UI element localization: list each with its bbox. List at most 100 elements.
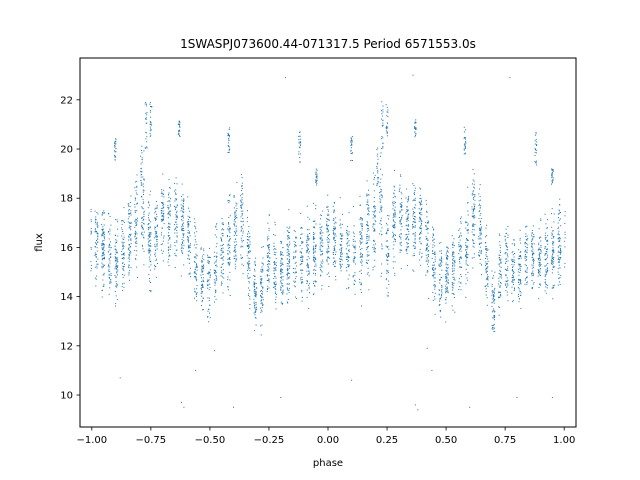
data-point <box>452 270 454 272</box>
data-point <box>558 240 560 242</box>
data-point <box>301 263 303 264</box>
data-point <box>393 192 395 194</box>
data-point <box>327 241 329 243</box>
data-point <box>122 262 124 264</box>
data-point <box>253 290 255 292</box>
data-point <box>467 230 469 232</box>
data-point <box>464 146 466 148</box>
data-point <box>348 257 350 259</box>
data-point <box>526 282 528 283</box>
data-point <box>128 234 130 235</box>
data-point <box>122 283 123 285</box>
data-point <box>551 234 553 236</box>
data-point <box>117 235 119 237</box>
data-point <box>347 245 349 247</box>
data-point <box>109 216 111 218</box>
data-point <box>109 233 111 235</box>
data-point <box>200 274 202 276</box>
data-point <box>128 267 130 269</box>
data-point <box>123 207 125 209</box>
data-point <box>273 264 275 266</box>
data-point <box>293 229 295 231</box>
data-point <box>201 292 203 294</box>
data-point <box>295 237 297 239</box>
data-point <box>544 246 546 248</box>
data-point <box>447 271 449 273</box>
data-point <box>360 282 362 284</box>
data-point <box>281 263 283 265</box>
data-point <box>546 239 548 241</box>
data-point <box>306 289 308 291</box>
data-point <box>446 251 448 253</box>
data-point <box>108 276 110 278</box>
data-point <box>401 226 403 228</box>
data-point <box>441 294 443 296</box>
x-tick-label: 0.00 <box>317 435 339 446</box>
data-point <box>247 245 249 247</box>
data-point <box>354 274 356 276</box>
data-point <box>321 263 323 265</box>
data-point <box>315 258 317 260</box>
data-point <box>559 281 560 283</box>
data-point <box>227 245 229 247</box>
data-point <box>478 200 480 202</box>
data-point <box>381 245 383 247</box>
data-point <box>149 251 151 252</box>
data-point <box>313 237 315 239</box>
data-point <box>275 277 277 279</box>
data-point <box>103 247 105 249</box>
data-point <box>558 230 560 232</box>
data-point <box>141 234 143 236</box>
data-point <box>359 243 361 245</box>
data-point <box>94 252 96 254</box>
data-point <box>188 222 190 224</box>
data-point <box>234 268 236 270</box>
data-point <box>280 279 282 281</box>
data-point <box>334 228 336 230</box>
data-point <box>268 287 270 289</box>
data-point <box>108 270 109 272</box>
data-point <box>315 173 316 175</box>
data-point <box>354 280 356 282</box>
data-point <box>127 218 129 220</box>
data-point <box>446 273 448 275</box>
data-point <box>194 272 196 274</box>
data-point <box>361 217 363 219</box>
data-point <box>163 219 165 221</box>
data-point <box>452 253 454 255</box>
data-point <box>207 310 209 312</box>
data-point <box>539 237 540 239</box>
data-point <box>438 263 440 265</box>
data-point <box>547 256 548 258</box>
data-point <box>145 132 147 134</box>
data-point <box>373 239 375 241</box>
data-point <box>214 281 216 283</box>
data-point <box>393 238 395 240</box>
data-point <box>498 286 500 288</box>
data-point <box>340 238 342 240</box>
data-point <box>175 214 177 216</box>
data-point <box>156 258 157 260</box>
data-point <box>189 267 191 269</box>
data-point <box>434 268 436 270</box>
data-point <box>382 146 384 148</box>
data-point <box>274 264 276 265</box>
data-point <box>399 184 401 186</box>
data-point <box>406 209 408 211</box>
data-point <box>229 263 231 265</box>
data-point <box>248 244 250 246</box>
data-point <box>547 263 549 264</box>
data-point <box>340 244 342 246</box>
data-point <box>544 253 546 254</box>
data-point <box>301 257 303 258</box>
data-point <box>97 263 99 265</box>
data-point <box>407 238 409 240</box>
data-point <box>460 282 462 284</box>
data-point <box>148 232 150 234</box>
data-point <box>505 269 507 271</box>
data-point <box>287 253 289 255</box>
data-point <box>115 305 116 307</box>
data-point <box>426 210 428 212</box>
data-point <box>407 214 409 216</box>
data-point <box>491 301 493 303</box>
